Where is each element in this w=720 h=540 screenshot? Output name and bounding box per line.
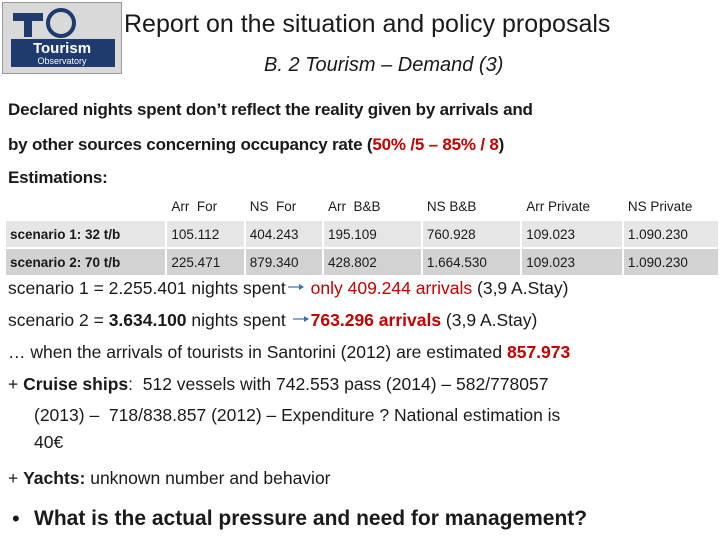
text-segment: nights spent <box>186 310 291 330</box>
title: Report on the situation and policy propo… <box>124 10 611 38</box>
cell: 1.090.230 <box>622 220 720 249</box>
text-segment: 40€ <box>34 432 64 452</box>
text-line: 40€ <box>34 432 63 453</box>
cell: 760.928 <box>421 220 523 249</box>
text-line: + Yachts: unknown number and behavior <box>8 468 331 489</box>
text-line: + Cruise ships: 512 vessels with 742.553… <box>8 374 548 395</box>
text-segment: … when the arrivals of tourists in Santo… <box>8 342 507 362</box>
row-label: scenario 2: 70 t/b <box>6 248 168 277</box>
text-line: Estimations: <box>8 168 108 188</box>
text-segment: unknown number and behavior <box>85 468 331 488</box>
text-segment: only 409.244 arrivals <box>305 278 473 298</box>
text-segment: Estimations: <box>8 168 108 187</box>
text-segment: scenario 2 = <box>8 310 109 330</box>
cell: 428.802 <box>323 248 423 277</box>
cell: 105.112 <box>166 220 246 249</box>
text-segment: + <box>8 468 24 488</box>
text-segment: 50% /5 – 85% / 8 <box>372 135 499 154</box>
cell: 195.109 <box>323 220 423 249</box>
logo-art <box>11 8 115 67</box>
text-line: scenario 2 = 3.634.100 nights spent 763.… <box>8 310 537 331</box>
corner <box>6 193 168 221</box>
text-segment: scenario 1 = 2.255.401 nights spent <box>8 278 286 298</box>
cell: 404.243 <box>244 220 325 249</box>
text-segment: 857.973 <box>506 342 571 362</box>
text-segment: Yachts: <box>23 468 86 488</box>
text-line: … when the arrivals of tourists in Santo… <box>8 342 570 363</box>
bullet: What is the actual pressure and need for… <box>34 507 588 530</box>
text-segment: : 512 vessels with 742.553 pass (2014) –… <box>128 374 549 394</box>
text-line: by other sources concerning occupancy ra… <box>8 135 504 155</box>
bullet-dot: • <box>12 506 20 531</box>
text-line: (2013) – 718/838.857 (2012) – Expenditur… <box>34 405 560 426</box>
text-segment: (2013) – 718/838.857 (2012) – Expenditur… <box>34 405 561 425</box>
text-segment: + <box>8 374 24 394</box>
logo: Tourism Observatory <box>2 2 122 74</box>
text-segment: (3,9 A.Stay) <box>441 310 538 330</box>
cell: 109.023 <box>521 248 624 277</box>
text-line: Declared nights spent don’t reflect the … <box>8 100 533 120</box>
cell: 109.023 <box>521 220 624 249</box>
logo-sub: Observatory <box>37 56 87 66</box>
column-header: NS Private <box>622 193 720 221</box>
logo-word: Tourism <box>32 40 92 57</box>
column-header: NS For <box>244 193 325 221</box>
header-row: Arr For NS For Arr B&B NS B&B Arr Private NS … <box>6 193 720 221</box>
subtitle: B. 2 Tourism – Demand (3) <box>264 54 504 76</box>
column-header: Arr For <box>166 193 246 221</box>
cell: 225.471 <box>166 248 246 277</box>
row-label: scenario 1: 32 t/b <box>6 220 168 249</box>
column-header: Arr B&B <box>323 193 423 221</box>
column-header: NS B&B <box>421 193 523 221</box>
text-segment: 3.634.100 <box>108 310 187 330</box>
text-segment: 763.296 arrivals <box>310 310 442 330</box>
column-header: Arr Private <box>521 193 624 221</box>
table-row: scenario 2: 70 t/b 225.471 879.340 428.802 1… <box>6 248 720 277</box>
table-row: scenario 1: 32 t/b 105.112 404.243 195.109 7… <box>6 220 720 249</box>
cell: 1.090.230 <box>622 248 720 277</box>
text-segment: ) <box>498 135 505 154</box>
table: Arr For NS For Arr B&B NS B&B Arr Private NS … <box>6 193 720 277</box>
text-segment: Declared nights spent don’t reflect the … <box>8 100 533 119</box>
arrow <box>292 316 309 323</box>
cell: 879.340 <box>244 248 325 277</box>
arrow <box>287 284 304 291</box>
text-segment: Cruise ships <box>23 374 129 394</box>
cell: 1.664.530 <box>421 248 523 277</box>
text-segment: by other sources concerning occupancy ra… <box>8 135 373 154</box>
text-segment: (3,9 A.Stay) <box>472 278 569 298</box>
text-line: scenario 1 = 2.255.401 nights spent only… <box>8 278 568 299</box>
